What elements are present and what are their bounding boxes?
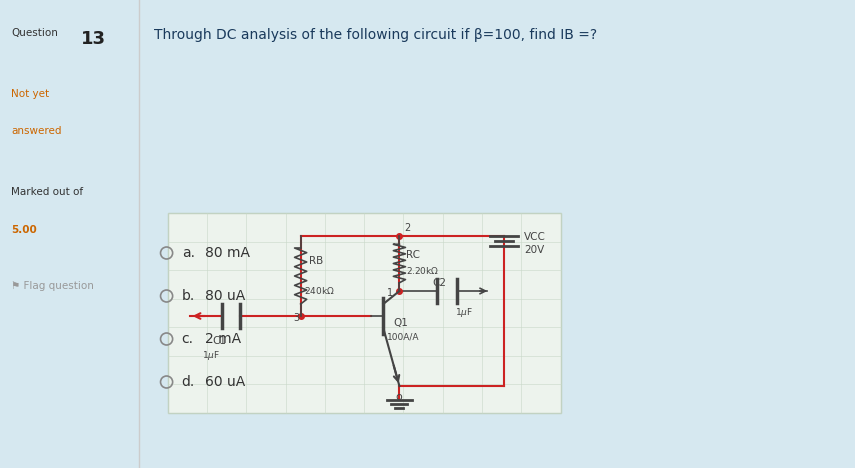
Text: o: o [395,392,402,402]
Text: 1$\mu$F: 1$\mu$F [455,306,473,319]
Text: 1: 1 [387,288,393,298]
Text: 1$\mu$F: 1$\mu$F [202,349,220,362]
Text: C2: C2 [433,278,446,288]
Text: C1: C1 [212,336,226,346]
Text: b.: b. [182,289,195,303]
Text: Question: Question [11,28,58,38]
Text: 80 uA: 80 uA [205,289,245,303]
Text: Not yet: Not yet [11,89,50,99]
Text: Q1: Q1 [393,318,408,328]
Text: 5.00: 5.00 [11,225,37,234]
Text: VCC: VCC [524,232,546,242]
Text: c.: c. [182,332,194,346]
Bar [168,213,561,413]
Text: answered: answered [11,126,62,136]
Text: RC: RC [406,250,421,260]
Text: ⚑ Flag question: ⚑ Flag question [11,281,94,291]
Text: 240k$\Omega$: 240k$\Omega$ [304,285,334,296]
Text: 2 mA: 2 mA [205,332,241,346]
Text: 100A/A: 100A/A [387,333,420,342]
Text: 20V: 20V [524,245,545,255]
Text: 13: 13 [81,30,106,48]
Text: 2.20k$\Omega$: 2.20k$\Omega$ [406,265,439,276]
Text: d.: d. [182,375,195,389]
Text: 80 mA: 80 mA [205,246,250,260]
Text: a.: a. [182,246,195,260]
Text: 2: 2 [404,223,410,233]
Text: 3: 3 [293,313,300,323]
Text: Marked out of: Marked out of [11,187,83,197]
Text: RB: RB [309,256,323,266]
Text: Through DC analysis of the following circuit if β=100, find IB =?: Through DC analysis of the following cir… [155,28,598,42]
Text: 60 uA: 60 uA [205,375,245,389]
